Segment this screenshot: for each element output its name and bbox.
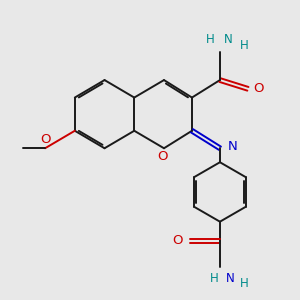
Text: H: H — [240, 39, 249, 52]
Text: O: O — [253, 82, 264, 95]
Text: H: H — [209, 272, 218, 285]
Text: O: O — [40, 133, 50, 146]
Text: H: H — [240, 277, 249, 290]
Text: N: N — [224, 33, 233, 46]
Text: O: O — [173, 234, 183, 248]
Text: O: O — [157, 151, 167, 164]
Text: N: N — [226, 272, 235, 285]
Text: H: H — [206, 33, 215, 46]
Text: N: N — [227, 140, 237, 153]
